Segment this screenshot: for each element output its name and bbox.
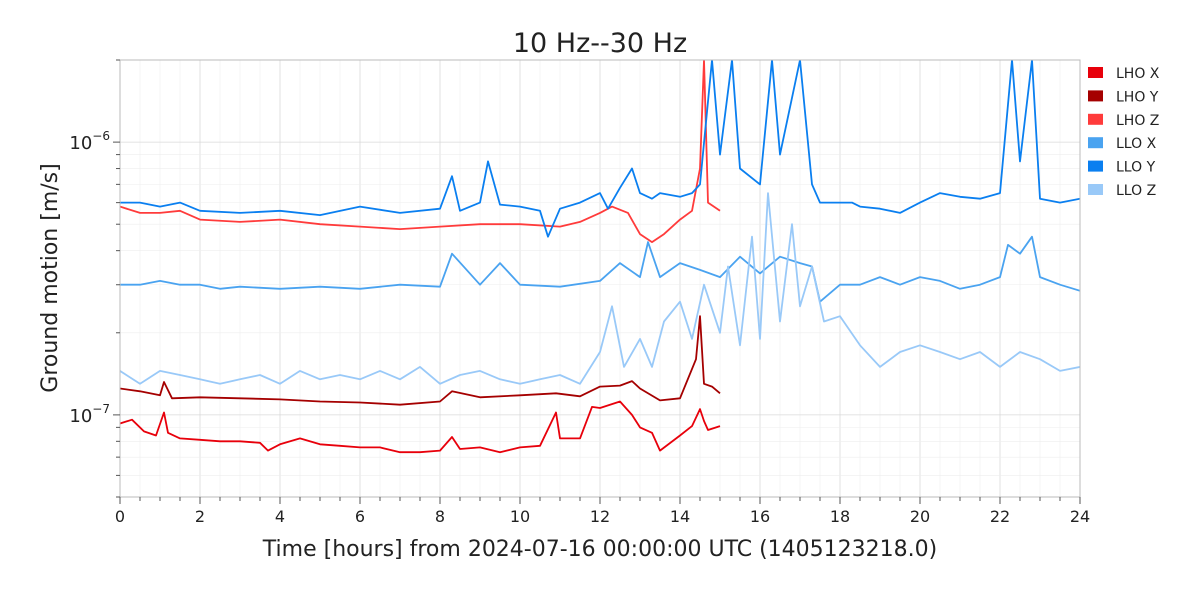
legend-label-llo-x: LLO X [1116, 136, 1157, 152]
legend-swatch-lho-z [1088, 113, 1103, 125]
x-tick-label: 14 [670, 507, 690, 526]
legend-swatch-llo-x [1088, 137, 1103, 149]
legend-label-lho-z: LHO Z [1116, 113, 1159, 129]
series-line-lho-z [120, 60, 721, 244]
legend-label-lho-y: LHO Y [1116, 89, 1159, 105]
series-line-llo-x [120, 235, 1080, 303]
y-axis: 10−7 10−6 [69, 59, 120, 498]
legend-swatch-llo-z [1088, 184, 1103, 195]
series-line-llo-y [120, 60, 1080, 238]
x-tick-label: 18 [830, 507, 850, 526]
x-tick-label: 10 [510, 507, 530, 526]
y-tick-label: 10−7 [69, 402, 110, 427]
x-tick-label: 20 [910, 507, 930, 526]
x-tick-label: 0 [115, 507, 125, 526]
x-tick-label: 22 [990, 507, 1010, 526]
legend-label-llo-y: LLO Y [1116, 160, 1156, 176]
x-axis: 0 2 4 6 8 10 12 14 16 18 20 22 24 [115, 497, 1090, 526]
series-line-lho-y [120, 315, 721, 406]
legend: LHO X LHO Y LHO Z LLO X LLO Y LLO Z [1088, 66, 1160, 199]
x-axis-label: Time [hours] from 2024-07-16 00:00:00 UT… [262, 537, 937, 562]
legend-label-llo-z: LLO Z [1116, 183, 1156, 199]
x-tick-label: 16 [750, 507, 770, 526]
x-tick-label: 8 [435, 507, 445, 526]
x-tick-label: 12 [590, 507, 610, 526]
legend-swatch-lho-y [1088, 90, 1103, 102]
legend-label-lho-x: LHO X [1116, 66, 1160, 82]
x-tick-label: 6 [355, 507, 365, 526]
x-tick-label: 2 [195, 507, 205, 526]
series-line-llo-z [120, 192, 1080, 385]
legend-swatch-lho-x [1088, 67, 1103, 78]
series-line-lho-x [120, 400, 721, 454]
x-tick-label: 4 [275, 507, 285, 526]
x-tick-label: 24 [1070, 507, 1090, 526]
y-tick-label: 10−6 [69, 129, 110, 154]
series-group [120, 60, 1080, 454]
y-axis-label: Ground motion [m/s] [38, 163, 63, 392]
grid [119, 59, 1081, 498]
legend-swatch-llo-y [1088, 160, 1103, 172]
chart-title: 10 Hz--30 Hz [513, 28, 687, 59]
